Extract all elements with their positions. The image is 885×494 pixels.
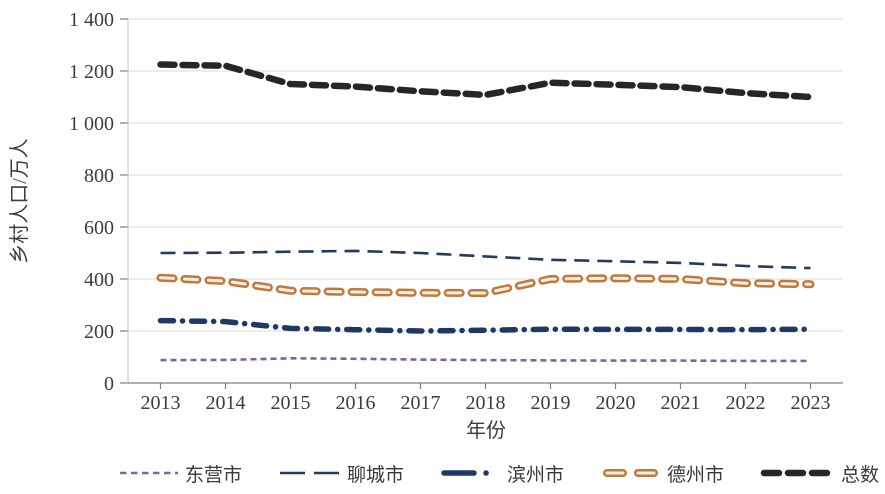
legend-marker-dezhou	[602, 469, 659, 477]
legend-marker-liaocheng	[279, 471, 340, 475]
x-axis-tick-labels: 2013 2014 2015 2016 2017 2018 2019 2020 2021 2022…	[141, 392, 831, 414]
legend-marker-dongying	[120, 471, 178, 475]
series-lines	[156, 61, 815, 363]
y-axis-title: 乡村人口/万人	[8, 138, 31, 264]
axes	[120, 18, 843, 389]
series-line-total	[157, 61, 814, 101]
legend-label-binzhou: 滨州市	[506, 464, 564, 486]
x-tick-label: 2022	[726, 392, 766, 414]
series-line-inner-dezhou	[159, 276, 812, 295]
y-tick-label: 400	[84, 269, 114, 291]
x-tick-label: 2023	[791, 392, 831, 414]
x-tick-label: 2013	[141, 392, 181, 414]
legend-marker-binzhou	[441, 470, 501, 476]
y-tick-label: 0	[104, 373, 114, 395]
y-tick-label: 200	[84, 321, 114, 343]
series-line-dongying	[160, 356, 811, 363]
y-tick-label: 800	[84, 165, 114, 187]
y-axis-tick-labels: 0 200 400 600 800 1 000 1 200 1 400	[69, 9, 114, 395]
legend-item-binzhou: 滨州市	[440, 460, 564, 487]
legend-label-total: 总数	[840, 464, 879, 486]
x-tick-label: 2019	[531, 392, 571, 414]
legend-label-liaocheng: 聊城市	[346, 464, 404, 486]
x-tick-label: 2021	[661, 392, 701, 414]
legend-item-dezhou: 德州市	[600, 460, 724, 487]
x-tick-label: 2014	[206, 392, 246, 414]
legend: 东营市 聊城市 滨州市 德州市 总数	[118, 452, 879, 494]
y-tick-label: 600	[84, 217, 114, 239]
x-tick-label: 2017	[401, 392, 441, 414]
legend-marker-total	[760, 469, 836, 477]
series-line-binzhou	[157, 317, 814, 334]
legend-label-dongying: 东营市	[185, 464, 243, 486]
y-tick-label: 1 400	[69, 9, 114, 31]
y-tick-label: 1 200	[69, 61, 114, 83]
x-tick-label: 2015	[271, 392, 311, 414]
series-line-liaocheng	[160, 249, 811, 270]
legend-item-dongying: 东营市	[118, 460, 242, 487]
legend-item-liaocheng: 聊城市	[278, 460, 404, 487]
x-tick-label: 2020	[596, 392, 636, 414]
y-tick-label: 1 000	[69, 113, 114, 135]
legend-label-dezhou: 德州市	[666, 464, 724, 486]
legend-item-total: 总数	[760, 460, 879, 487]
x-tick-label: 2018	[466, 392, 506, 414]
x-tick-label: 2016	[336, 392, 376, 414]
x-axis-title: 年份	[466, 419, 506, 442]
